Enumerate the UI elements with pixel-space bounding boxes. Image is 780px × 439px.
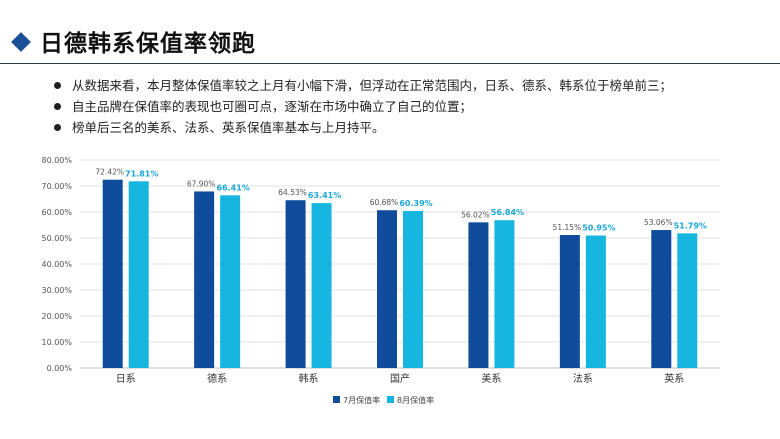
bar (403, 210, 423, 368)
y-tick-label: 70.00% (41, 182, 72, 191)
data-label: 60.68% (370, 198, 399, 207)
y-tick-label: 0.00% (47, 364, 73, 373)
y-tick-label: 40.00% (41, 260, 72, 269)
bar (377, 210, 397, 368)
data-label: 64.53% (278, 188, 307, 197)
bar (102, 179, 123, 368)
bar (128, 181, 149, 368)
slide-title: 日德韩系保值率领跑 (40, 31, 256, 57)
x-tick-label: 韩系 (299, 372, 319, 385)
x-tick-label: 法系 (573, 372, 593, 385)
y-tick-label: 30.00% (41, 286, 72, 295)
data-label: 56.02% (461, 210, 490, 219)
data-label: 60.39% (399, 199, 432, 208)
data-label: 51.15% (553, 223, 582, 232)
x-tick-label: 德系 (207, 372, 227, 385)
bullet-dot-icon (54, 82, 61, 89)
bullet-item: 榜单后三名的美系、法系、英系保值率基本与上月持平。 (54, 117, 754, 138)
y-tick-label: 80.00% (41, 156, 72, 165)
bullet-text: 从数据来看，本月整体保值率较之上月有小幅下滑，但浮动在正常范围内，日系、德系、韩… (72, 78, 673, 93)
data-label: 56.84% (491, 208, 524, 217)
bullet-text: 自主品牌在保值率的表现也可圈可点，逐渐在市场中确立了自己的位置； (72, 99, 473, 114)
data-label: 63.41% (308, 191, 341, 200)
header-divider (0, 63, 780, 64)
data-label: 67.90% (187, 179, 216, 188)
legend-label: 7月保值率 (343, 395, 380, 405)
bar (194, 191, 215, 368)
slide-header: 日德韩系保值率领跑 (0, 0, 780, 64)
data-label: 71.81% (125, 169, 158, 178)
bar (494, 220, 515, 368)
bar (559, 235, 580, 368)
y-tick-label: 10.00% (41, 338, 72, 347)
x-tick-label: 英系 (664, 372, 684, 385)
bullet-text: 榜单后三名的美系、法系、英系保值率基本与上月持平。 (72, 120, 385, 135)
x-tick-label: 日系 (116, 373, 136, 385)
bullet-dot-icon (54, 103, 61, 110)
bullet-item: 自主品牌在保值率的表现也可圈可点，逐渐在市场中确立了自己的位置； (54, 96, 754, 117)
bullet-dot-icon (54, 124, 61, 131)
data-label: 66.41% (216, 183, 249, 192)
data-label: 72.42% (95, 168, 124, 177)
y-tick-label: 20.00% (41, 312, 72, 321)
bar (468, 222, 489, 368)
bar (220, 195, 241, 368)
x-tick-label: 国产 (390, 372, 410, 385)
data-label: 51.79% (674, 221, 707, 230)
bullet-list: 从数据来看，本月整体保值率较之上月有小幅下滑，但浮动在正常范围内，日系、德系、韩… (54, 75, 754, 138)
y-tick-label: 50.00% (41, 234, 72, 243)
bar (285, 200, 306, 368)
data-label: 53.06% (644, 218, 673, 227)
bullet-item: 从数据来看，本月整体保值率较之上月有小幅下滑，但浮动在正常范围内，日系、德系、韩… (54, 75, 754, 96)
bar (585, 235, 606, 368)
legend-swatch (333, 396, 340, 403)
legend-label: 8月保值率 (397, 395, 434, 405)
bar (651, 230, 672, 368)
legend-swatch (387, 396, 394, 403)
x-tick-label: 美系 (481, 372, 501, 385)
data-label: 50.95% (582, 224, 615, 233)
y-tick-label: 60.00% (41, 208, 72, 217)
bar (311, 203, 332, 368)
bar (677, 233, 698, 368)
